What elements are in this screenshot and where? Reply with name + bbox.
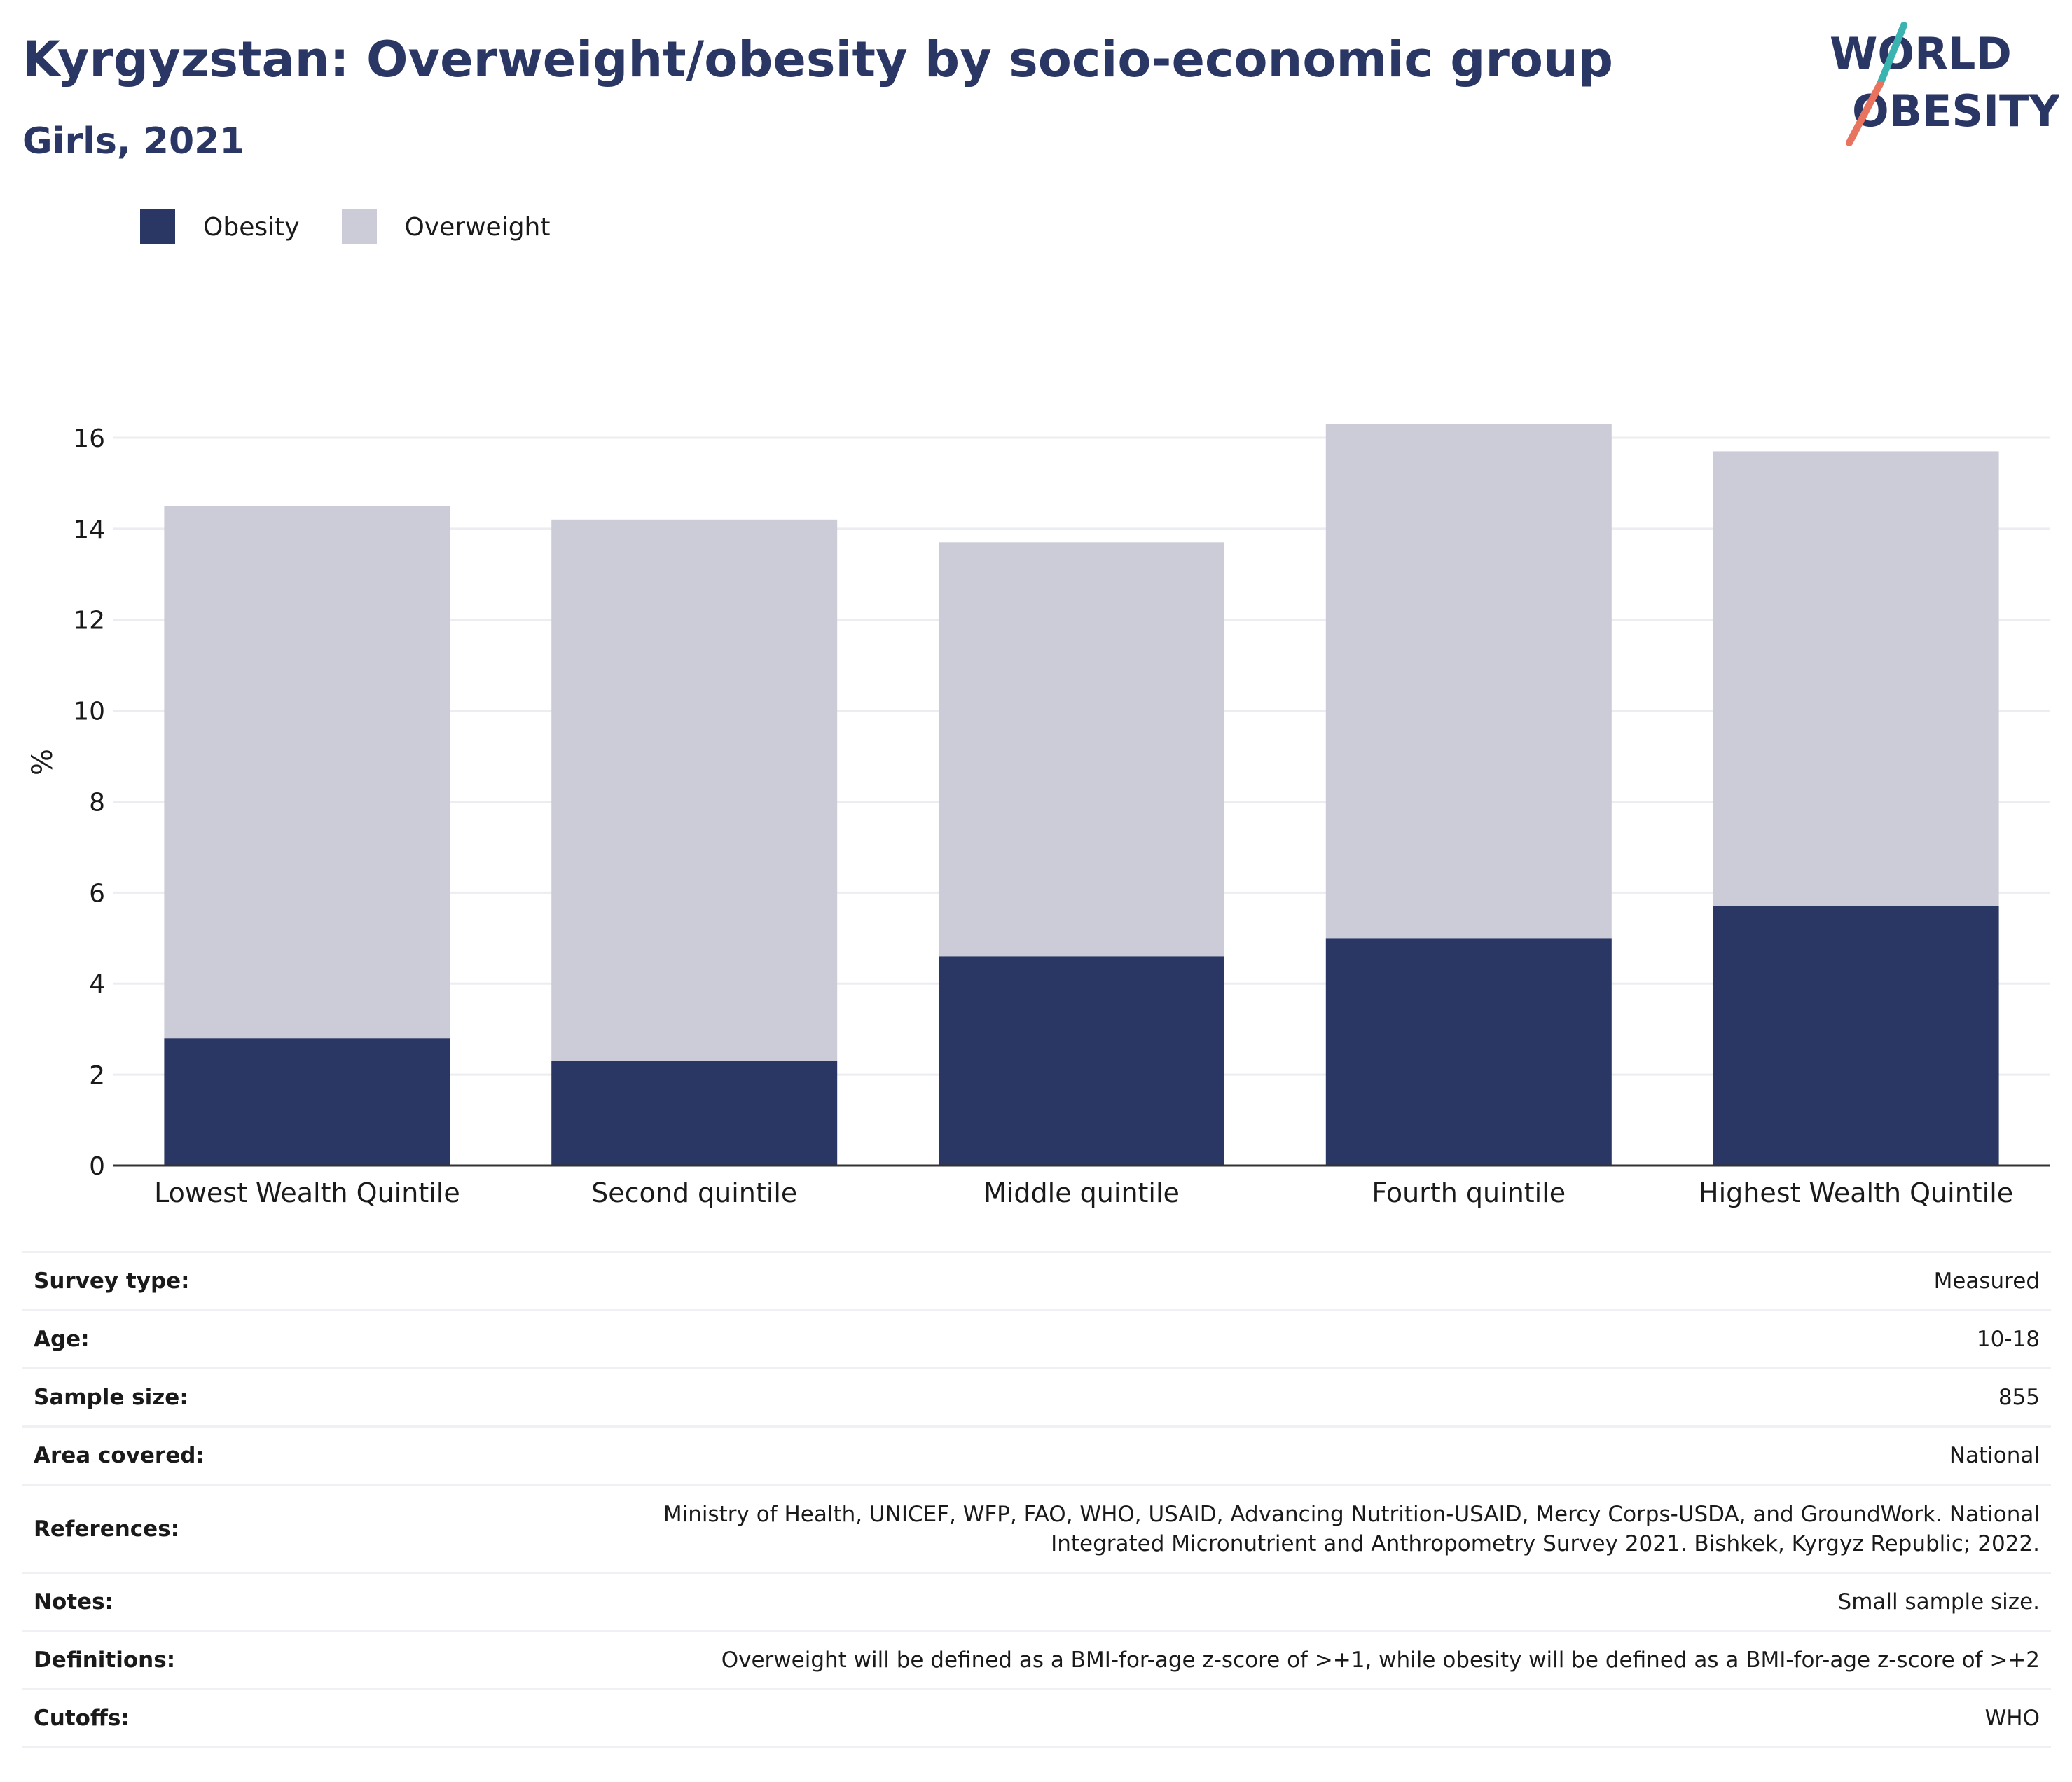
legend-item-overweight[interactable]: Overweight [341,209,551,244]
info-value: 10-18 [339,1309,2051,1369]
logo-slash-coral [1846,81,1884,146]
info-key: Sample size: [22,1367,339,1428]
info-key: Cutoffs: [22,1688,339,1748]
info-value: Ministry of Health, UNICEF, WFP, FAO, WH… [339,1484,2051,1574]
bar-obesity[interactable] [1713,906,1999,1166]
info-value: WHO [339,1688,2051,1748]
reference-line-2: Integrated Micronutrient and Anthropomet… [1051,1531,2040,1556]
bar-overweight[interactable] [939,542,1224,957]
bar-obesity[interactable] [551,1061,838,1166]
info-row-survey-type: Survey type: Measured [22,1251,2051,1311]
bar-overweight[interactable] [164,506,450,1039]
bar-overweight[interactable] [1713,451,1999,906]
world-obesity-logo: WORLD OBESITY [1830,22,2059,146]
legend: Obesity Overweight [140,209,592,245]
info-key: References: [22,1484,339,1574]
logo-text-obesity: OBESITY [1852,85,2059,137]
stacked-bar-chart: 0 2 4 6 8 10 12 14 16 Lowest Wealth Quintile Secon… [27,424,2050,1208]
y-tick-label: 10 [73,698,105,726]
y-tick-label: 0 [89,1152,105,1181]
info-value: Overweight will be defined as a BMI-for-… [339,1630,2051,1690]
info-key: Survey type: [22,1251,339,1311]
bar-overweight[interactable] [551,519,838,1061]
legend-item-obesity[interactable]: Obesity [140,209,300,244]
x-category-label: Middle quintile [983,1177,1180,1208]
info-key: Area covered: [22,1425,339,1486]
axes: 0 2 4 6 8 10 12 14 16 Lowest Wealth Quintile Secon… [73,424,2050,1208]
info-key: Definitions: [22,1630,339,1690]
bar-obesity[interactable] [1325,938,1612,1166]
legend-swatch-obesity [140,209,175,244]
info-row-definitions: Definitions: Overweight will be defined … [22,1630,2051,1690]
bar-overweight[interactable] [1325,424,1612,939]
y-axis-title: % [27,749,59,775]
bar-obesity[interactable] [939,956,1224,1166]
x-category-label: Second quintile [591,1177,797,1208]
y-tick-label: 4 [89,970,105,999]
legend-swatch-overweight [341,209,377,244]
info-row-cutoffs: Cutoffs: WHO [22,1688,2051,1748]
reference-line-1: Ministry of Health, UNICEF, WFP, FAO, WH… [663,1501,2040,1527]
y-tick-label: 2 [89,1061,105,1090]
y-tick-label: 8 [89,788,105,817]
y-tick-label: 14 [73,516,105,544]
info-value: Measured [339,1251,2051,1311]
info-value: National [339,1425,2051,1486]
legend-label-overweight: Overweight [404,212,551,242]
logo-slash-teal [1877,22,1907,88]
legend-label-obesity: Obesity [203,212,300,242]
info-value: Small sample size. [339,1572,2051,1632]
info-row-area-covered: Area covered: National [22,1425,2051,1486]
y-tick-label: 12 [73,607,105,635]
info-value: 855 [339,1367,2051,1428]
x-category-label: Lowest Wealth Quintile [154,1177,460,1208]
y-tick-label: 16 [73,424,105,453]
info-key: Notes: [22,1572,339,1632]
chart-subtitle: Girls, 2021 [22,120,245,163]
x-category-label: Highest Wealth Quintile [1699,1177,2013,1208]
survey-info-table: Survey type: Measured Age: 10-18 Sample … [22,1251,2051,1748]
logo-text-world: WORLD [1830,28,2012,79]
x-category-label: Fourth quintile [1372,1177,1566,1208]
info-row-notes: Notes: Small sample size. [22,1572,2051,1632]
bar-obesity[interactable] [164,1038,450,1166]
info-row-references: References: Ministry of Health, UNICEF, … [22,1484,2051,1574]
info-row-age: Age: 10-18 [22,1309,2051,1369]
chart-title: Kyrgyzstan: Overweight/obesity by socio-… [22,31,1613,88]
info-key: Age: [22,1309,339,1369]
bars [164,424,1999,1166]
info-row-sample-size: Sample size: 855 [22,1367,2051,1428]
y-tick-label: 6 [89,879,105,908]
